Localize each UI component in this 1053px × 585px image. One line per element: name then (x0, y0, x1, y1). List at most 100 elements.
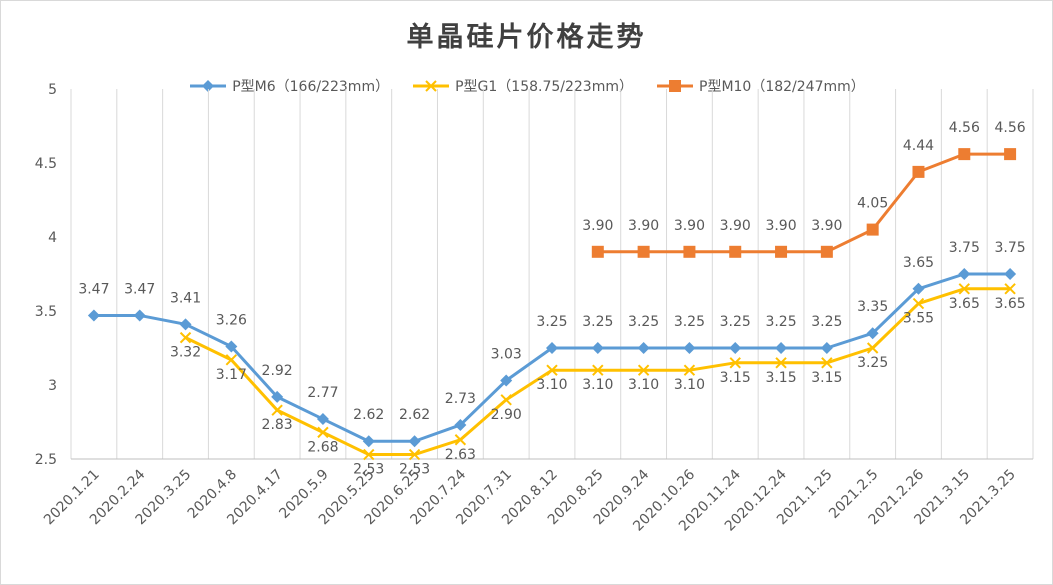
data-label: 3.65 (995, 296, 1026, 312)
data-label: 3.10 (582, 377, 613, 393)
legend-item-g1: P型G1（158.75/223mm） (411, 76, 633, 96)
data-label: 3.25 (536, 314, 567, 330)
data-label: 3.35 (857, 299, 888, 315)
data-label: 2.73 (445, 391, 476, 407)
data-point-diamond (271, 390, 284, 403)
data-label: 2.92 (262, 363, 293, 379)
data-point-x (592, 364, 604, 376)
data-label: 4.05 (857, 196, 888, 212)
data-label: 3.90 (674, 218, 705, 234)
data-point-diamond (87, 309, 100, 322)
data-label: 3.90 (720, 218, 751, 234)
data-point-x (546, 364, 558, 376)
data-label: 3.55 (903, 311, 934, 327)
data-point-x (775, 357, 787, 369)
data-point-x (958, 283, 970, 295)
data-label: 2.53 (353, 462, 384, 478)
data-label: 3.41 (170, 290, 201, 306)
y-tick-label: 4.5 (35, 156, 57, 172)
data-label: 3.17 (216, 367, 247, 383)
data-point-diamond (133, 309, 146, 322)
data-point-diamond (637, 342, 650, 354)
data-point-square (637, 245, 650, 258)
data-label: 3.47 (78, 281, 109, 297)
legend: P型M6（166/223mm） P型G1（158.75/223mm） P型M10… (1, 76, 1052, 96)
legend-label-m6: P型M6（166/223mm） (232, 79, 390, 95)
legend-marker-diamond-icon (190, 80, 227, 92)
data-point-x (454, 434, 467, 446)
data-point-diamond (775, 342, 788, 354)
data-label: 3.03 (491, 347, 522, 363)
series-line-2 (597, 152, 1011, 254)
data-point-diamond (546, 342, 558, 354)
y-tick-label: 2.5 (35, 452, 57, 468)
data-point-diamond (683, 342, 696, 354)
data-label: 2.68 (307, 439, 338, 455)
legend-item-m6: P型M6（166/223mm） (188, 76, 389, 96)
data-point-square (866, 223, 879, 236)
data-label: 3.90 (628, 218, 659, 234)
data-label: 3.10 (628, 377, 659, 393)
data-point-x (912, 297, 925, 310)
chart-title: 单晶硅片价格走势 (406, 22, 647, 53)
data-label: 4.44 (903, 138, 934, 154)
legend-label-m10: P型M10（182/247mm） (699, 79, 865, 95)
data-label: 3.25 (720, 314, 751, 330)
data-label: 3.10 (536, 377, 567, 393)
data-point-x (637, 364, 650, 376)
data-point-square (775, 245, 788, 258)
data-label: 3.15 (765, 370, 796, 386)
data-label: 3.47 (124, 281, 155, 297)
data-point-diamond (1004, 268, 1017, 280)
data-point-square (729, 245, 742, 258)
data-point-x (683, 364, 696, 376)
data-label: 2.62 (399, 407, 430, 423)
data-point-square (958, 148, 971, 161)
data-point-diamond (866, 327, 879, 340)
data-point-x (1004, 283, 1016, 295)
data-point-diamond (179, 318, 192, 331)
data-label: 3.25 (811, 314, 842, 330)
legend-item-m10: P型M10（182/247mm） (655, 76, 865, 96)
data-label: 4.56 (995, 120, 1026, 136)
data-label: 3.10 (674, 377, 705, 393)
data-point-diamond (820, 342, 833, 354)
data-label: 3.65 (903, 255, 934, 271)
data-label: 3.65 (949, 296, 980, 312)
data-label: 2.63 (445, 447, 476, 463)
data-label: 2.83 (262, 417, 293, 433)
data-label: 2.53 (399, 462, 430, 478)
data-point-diamond (912, 282, 925, 295)
data-point-diamond (454, 418, 467, 431)
y-tick-label: 3 (48, 378, 57, 394)
data-point-x (866, 342, 879, 354)
y-tick-label: 5 (48, 82, 57, 98)
legend-marker-x-icon (413, 80, 450, 92)
data-point-diamond (958, 268, 971, 280)
data-point-x (821, 357, 833, 369)
data-label: 3.25 (674, 314, 705, 330)
data-point-x (500, 394, 512, 406)
y-tick-label: 4 (48, 230, 57, 246)
data-point-x (271, 404, 283, 416)
data-label: 3.15 (720, 370, 751, 386)
data-label: 3.75 (949, 240, 980, 256)
data-label: 3.25 (628, 314, 659, 330)
data-label: 3.15 (811, 370, 842, 386)
data-label: 3.26 (216, 313, 247, 329)
data-point-diamond (362, 435, 375, 448)
data-label: 3.75 (995, 240, 1026, 256)
y-tick-label: 3.5 (35, 304, 57, 320)
data-point-diamond (729, 342, 742, 354)
data-point-square (912, 165, 925, 178)
data-point-x (179, 331, 192, 344)
data-point-diamond (500, 374, 513, 387)
data-label: 3.90 (582, 218, 613, 234)
data-point-square (820, 245, 833, 258)
data-label: 3.32 (170, 345, 201, 361)
data-label: 3.90 (811, 218, 842, 234)
data-point-square (1004, 148, 1017, 161)
data-label: 2.90 (491, 407, 522, 423)
